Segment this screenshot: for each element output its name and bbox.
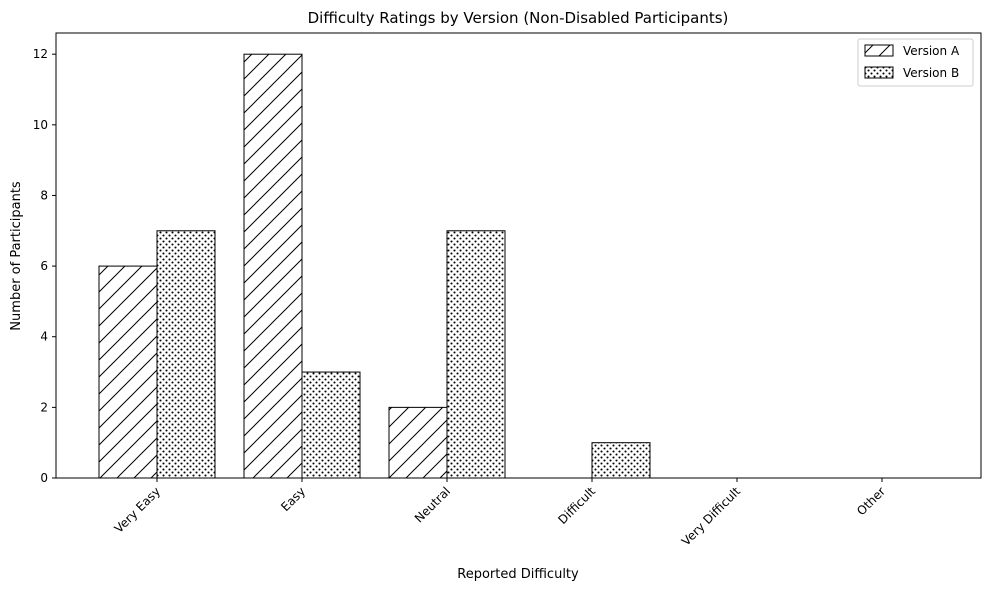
x-tick-label: Other bbox=[854, 484, 888, 518]
bars-layer bbox=[98, 53, 651, 479]
bar-version-b-neutral bbox=[446, 230, 506, 479]
legend-swatch-version-b bbox=[864, 66, 894, 79]
bar-version-b-difficult bbox=[591, 442, 651, 479]
bar-version-a-very-easy bbox=[98, 265, 158, 479]
y-axis-title: Number of Participants bbox=[9, 181, 24, 331]
x-tick-label: Easy bbox=[278, 484, 308, 514]
x-tick-label: Neutral bbox=[412, 484, 453, 525]
bar-version-b-easy bbox=[301, 371, 361, 479]
y-axis: 0 2 4 6 8 10 12 bbox=[33, 47, 56, 485]
legend-swatch-version-a bbox=[864, 44, 894, 57]
y-tick-label: 4 bbox=[40, 330, 48, 344]
y-tick-label: 8 bbox=[40, 188, 48, 202]
x-tick-label: Difficult bbox=[555, 484, 598, 527]
plot-frame bbox=[55, 32, 982, 479]
x-tick-label: Very Difficult bbox=[679, 484, 744, 549]
bar-version-a-neutral bbox=[388, 406, 448, 479]
x-axis: Very Easy Easy Neutral Difficult Very Diffic… bbox=[112, 478, 888, 549]
x-tick-label: Very Easy bbox=[112, 484, 163, 535]
legend: Version A Version B bbox=[857, 38, 974, 87]
legend-label-version-b: Version B bbox=[903, 66, 959, 80]
y-tick-label: 0 bbox=[40, 471, 48, 485]
legend-label-version-a: Version A bbox=[903, 44, 960, 58]
x-axis-title: Reported Difficulty bbox=[457, 567, 579, 582]
y-tick-label: 10 bbox=[33, 118, 48, 132]
y-tick-label: 6 bbox=[40, 259, 48, 273]
bar-version-a-easy bbox=[243, 53, 303, 479]
y-tick-label: 12 bbox=[33, 47, 48, 61]
y-tick-label: 2 bbox=[40, 400, 48, 414]
bar-version-b-very-easy bbox=[156, 230, 216, 479]
chart-title: Difficulty Ratings by Version (Non-Disab… bbox=[308, 9, 729, 27]
